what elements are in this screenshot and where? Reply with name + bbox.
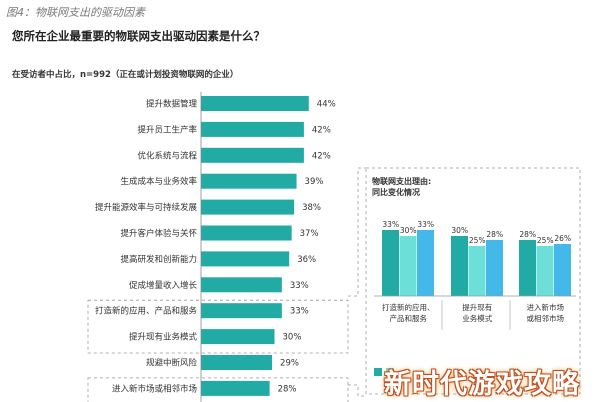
bar [201,380,270,396]
bar [201,355,273,370]
bar-category-label: 优化系统与流程 [137,150,197,161]
legend-swatch [374,368,382,376]
bar [201,96,309,111]
inset-category-label: 业务模式 [462,313,492,323]
connector-line [348,384,366,397]
bar-category-label: 进入新市场或相邻市场 [112,383,197,394]
inset-bar [486,240,503,296]
bar [201,225,292,241]
bar-category-label: 打造新的应用、产品和服务 [95,306,198,317]
chart-question: 您所在企业最重要的物联网支出驱动因素是什么？ [12,29,265,43]
bar-category-label: 提高研发和创新能力 [120,254,197,265]
bar-category-label: 提升员工生产率 [137,124,197,135]
inset-bar [417,230,434,296]
chart-subtitle: 在受访者中占比，n=992（正在或计划投资物联网的企业） [12,70,239,80]
bar-category-label: 促成增量收入增长 [129,280,198,291]
inset-bar [519,240,536,296]
highlight-box [87,377,349,402]
inset-bar [399,236,417,296]
inset-value-label: 30% [400,226,417,235]
inset-value-label: 28% [519,230,536,239]
bar [201,199,295,215]
bar-category-label: 提升能源效率与可持续发展 [95,202,198,213]
inset-category-label: 进入新市场 [527,302,565,312]
bar-category-label: 提升现有业务模式 [129,332,198,343]
inset-value-label: 33% [382,220,399,229]
bar [201,121,304,137]
bar [201,329,275,345]
bar-value-label: 38% [302,203,321,213]
bar-category-label: 提升数据管理 [146,99,198,110]
bar-value-label: 37% [300,229,319,239]
bar [201,173,297,189]
inset-bar [468,246,486,296]
figure-label: 图4：物联网支出的驱动因素 [6,6,145,19]
inset-bar [554,244,571,296]
inset-value-label: 28% [486,230,503,239]
bar-category-label: 生成成本与业务效率 [120,176,197,187]
inset-value-label: 26% [554,234,571,243]
bar-value-label: 42% [312,125,331,135]
legend-swatch [386,368,394,376]
inset-value-label: 30% [451,226,468,235]
inset-value-label: 33% [417,220,434,229]
inset-title: 同比变化情况 [372,187,420,197]
bar-value-label: 44% [317,100,336,110]
inset-bar [382,230,399,296]
bar-value-label: 33% [290,281,309,291]
bar-value-label: 30% [283,333,302,343]
bar-value-label: 36% [297,255,316,265]
inset-title: 物联网支出理由: [372,176,431,186]
bar-value-label: 29% [280,359,299,369]
inset-value-label: 25% [537,236,554,245]
inset-box [365,167,581,395]
inset-category-label: 或相邻市场 [527,313,565,323]
bar-category-label: 规避中断风险 [146,358,198,369]
inset-bar [451,236,468,296]
inset-value-label: 25% [469,236,486,245]
watermark: 新时代游戏攻略 [384,369,580,400]
bar-value-label: 39% [305,177,324,187]
bar [201,251,290,267]
inset-category-label: 产品和服务 [390,313,428,323]
inset-category-label: 提升现有 [462,302,492,312]
bar-value-label: 42% [312,151,331,161]
bar-value-label: 28% [278,384,297,394]
bar [201,277,282,293]
inset-bar [536,246,554,296]
connector-line [348,167,366,297]
bar [201,303,282,319]
bar [201,147,304,163]
inset-category-label: 打造新的应用、 [382,302,435,312]
bar-category-label: 提升客户体验与关怀 [120,228,197,239]
bar-value-label: 33% [290,307,309,317]
